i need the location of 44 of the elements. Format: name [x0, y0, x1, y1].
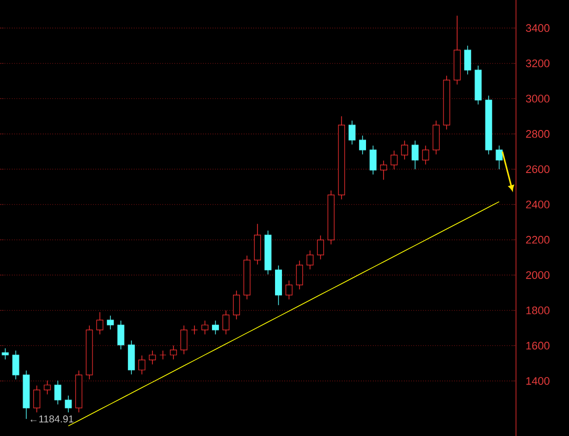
y-tick-label: 2800	[526, 130, 550, 138]
candlestick	[64, 395, 72, 413]
candlestick	[286, 280, 292, 300]
candlestick	[380, 160, 388, 180]
candlestick	[422, 145, 430, 165]
y-tick-label: 3200	[526, 59, 550, 68]
candlestick	[390, 150, 398, 170]
candlestick	[306, 250, 314, 270]
candlestick	[296, 260, 303, 290]
y-tick-label: 2400	[526, 200, 550, 208]
candlestick	[106, 315, 114, 330]
candlestick	[170, 345, 177, 360]
y-tick-label: 3400	[526, 24, 550, 32]
candlestick	[12, 350, 20, 380]
candlestick	[138, 355, 146, 375]
candlestick	[190, 325, 198, 335]
candlestick	[348, 120, 356, 145]
y-tick-label: 1800	[526, 306, 550, 314]
y-tick-label: 2600	[526, 165, 550, 174]
candlestick	[180, 325, 188, 355]
y-tick-label: 1400	[526, 377, 550, 385]
candlestick	[201, 320, 208, 335]
candlestick	[464, 45, 472, 75]
candlestick	[117, 320, 124, 350]
annotation: ←1184.91	[30, 415, 74, 422]
candlestick	[496, 145, 503, 170]
candlestick	[96, 312, 104, 335]
candlestick	[317, 235, 324, 260]
candlestick	[370, 145, 377, 175]
y-tick-label: 2000	[526, 271, 550, 279]
candlestick	[44, 380, 51, 395]
candlestick	[412, 140, 419, 170]
candlestick	[33, 385, 40, 413]
candlestick	[54, 380, 62, 405]
candlestick	[359, 135, 366, 155]
candlestick	[222, 310, 230, 335]
y-tick-label: 2200	[526, 236, 550, 244]
candlestick	[233, 290, 240, 320]
candlestick	[212, 320, 219, 335]
candlestick	[2, 348, 9, 360]
candlestick	[148, 350, 156, 365]
y-tick-label: 3000	[526, 94, 550, 103]
candlestick	[401, 140, 408, 160]
y-tick-label: 1600	[526, 342, 550, 350]
